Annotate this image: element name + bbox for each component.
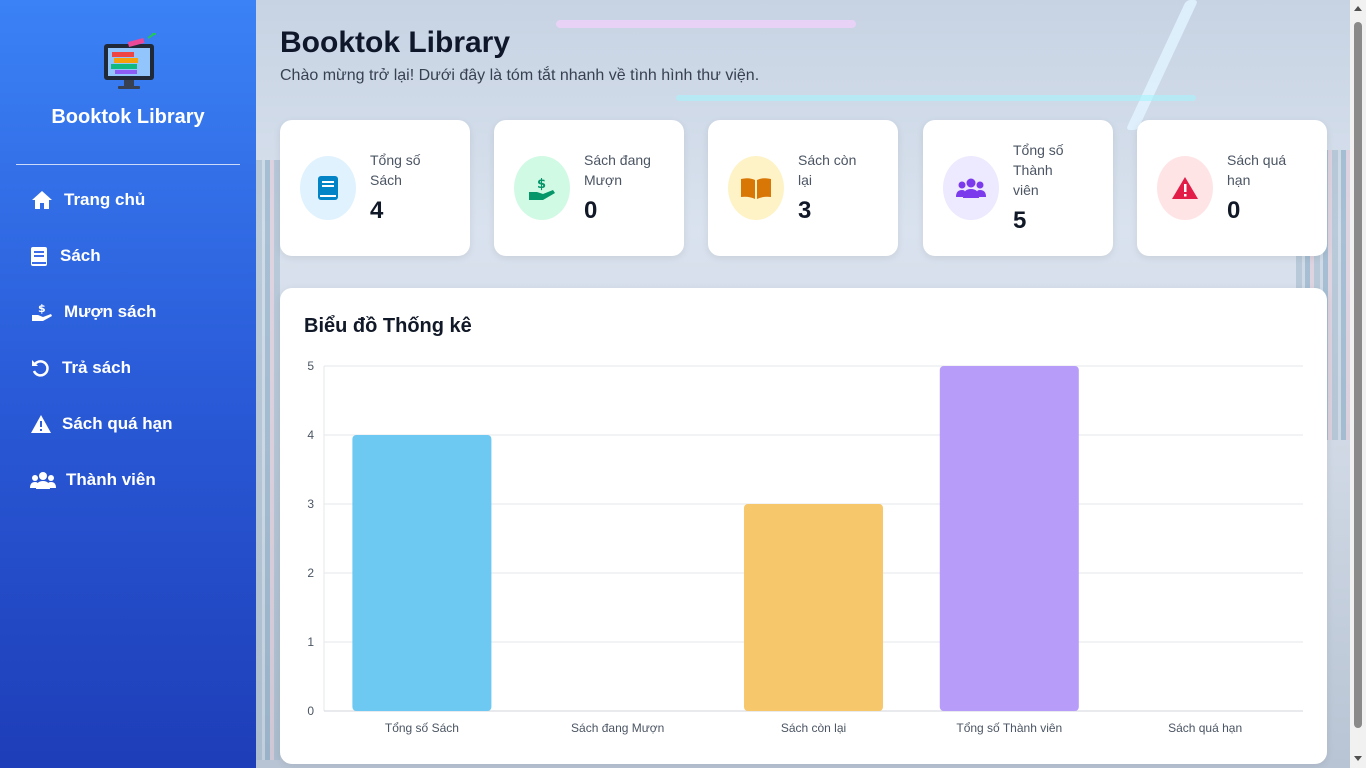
main-content: Booktok Library Chào mừng trở lại! Dưới … [256,0,1350,768]
chart-title: Biểu đồ Thống kê [304,315,472,337]
stat-label: Tổng số Sách [370,152,421,188]
background-shelf [256,160,280,760]
stat-value: 0 [584,197,598,224]
sidebar-item-borrow[interactable]: $ Mượn sách [30,298,156,326]
hand-holding-dollar-icon: $ [30,300,54,324]
x-tick-label: Sách đang Mượn [571,721,664,735]
svg-text:$: $ [537,177,546,192]
y-tick-label: 0 [307,704,314,718]
library-logo-icon [98,30,164,96]
x-tick-label: Tổng số Thành viên [956,721,1062,735]
sidebar-item-label: Thành viên [66,470,156,489]
users-icon [30,468,56,492]
page-subtitle: Chào mừng trở lại! Dưới đây là tóm tắt n… [280,67,760,84]
scroll-down-arrow-icon[interactable] [1354,756,1362,761]
sidebar-brand: Booktok Library [51,106,205,128]
stat-label: Sách còn lại [798,152,857,188]
hand-holding-dollar-icon: $ [514,156,570,220]
book-icon [300,156,356,220]
warning-icon [1157,156,1213,220]
sidebar-item-label: Sách quá hạn [62,414,173,433]
stat-card-borrowed: $ Sách đang Mượn 0 [494,120,684,256]
bar-2 [743,504,884,711]
sidebar-item-label: Trả sách [62,358,131,377]
page-title: Booktok Library [280,26,511,59]
sidebar-item-label: Sách [60,246,101,265]
y-tick-label: 1 [307,635,314,649]
stat-value: 4 [370,197,384,224]
sidebar-item-label: Mượn sách [64,302,157,321]
y-tick-label: 5 [307,359,314,373]
background-light [1125,0,1199,130]
stat-card-members: Tổng số Thành viên 5 [923,120,1113,256]
stat-card-overdue: Sách quá hạn 0 [1137,120,1327,256]
bar-3 [939,366,1079,711]
sidebar: Booktok Library Trang chủ Sách $ Mượn sá… [0,0,256,768]
x-tick-label: Sách quá hạn [1168,721,1242,735]
warning-icon [30,412,52,436]
background-light [676,95,1196,101]
bar-0 [352,435,492,711]
stat-card-available: Sách còn lại 3 [708,120,898,256]
undo-icon [30,356,50,380]
stat-label: Tổng số Thành viên [1013,142,1064,198]
users-icon [943,156,999,220]
scroll-up-arrow-icon[interactable] [1354,6,1362,11]
background-light [556,20,856,28]
page-scrollbar[interactable] [1350,0,1366,768]
sidebar-item-books[interactable]: Sách [30,242,101,270]
stat-value: 0 [1227,197,1241,224]
stat-label: Sách quá hạn [1227,152,1287,188]
stat-value: 3 [798,197,812,224]
book-open-icon [728,156,784,220]
statistics-chart-card: Biểu đồ Thống kê 0 1 2 3 4 5 Tổng số Sách Sách … [280,288,1327,764]
y-tick-label: 4 [307,428,314,442]
statistics-bar-chart: 0 1 2 3 4 5 Tổng số Sách Sách đang Mượn Sách còn… [307,359,1303,735]
stat-value: 5 [1013,207,1027,234]
sidebar-item-return[interactable]: Trả sách [30,354,131,382]
sidebar-item-label: Trang chủ [64,190,146,209]
x-tick-label: Tổng số Sách [385,721,459,735]
sidebar-item-overdue[interactable]: Sách quá hạn [30,410,173,438]
home-icon [30,188,54,212]
y-tick-label: 2 [307,566,314,580]
sidebar-divider [16,164,240,165]
scrollbar-thumb[interactable] [1354,22,1362,728]
book-icon [30,244,48,268]
sidebar-item-home[interactable]: Trang chủ [30,186,145,214]
x-tick-label: Sách còn lại [781,721,846,735]
sidebar-item-members[interactable]: Thành viên [30,466,156,494]
stat-label: Sách đang Mượn [584,152,651,188]
svg-text:$: $ [38,302,46,315]
y-tick-label: 3 [307,497,314,511]
stat-card-total-books: Tổng số Sách 4 [280,120,470,256]
